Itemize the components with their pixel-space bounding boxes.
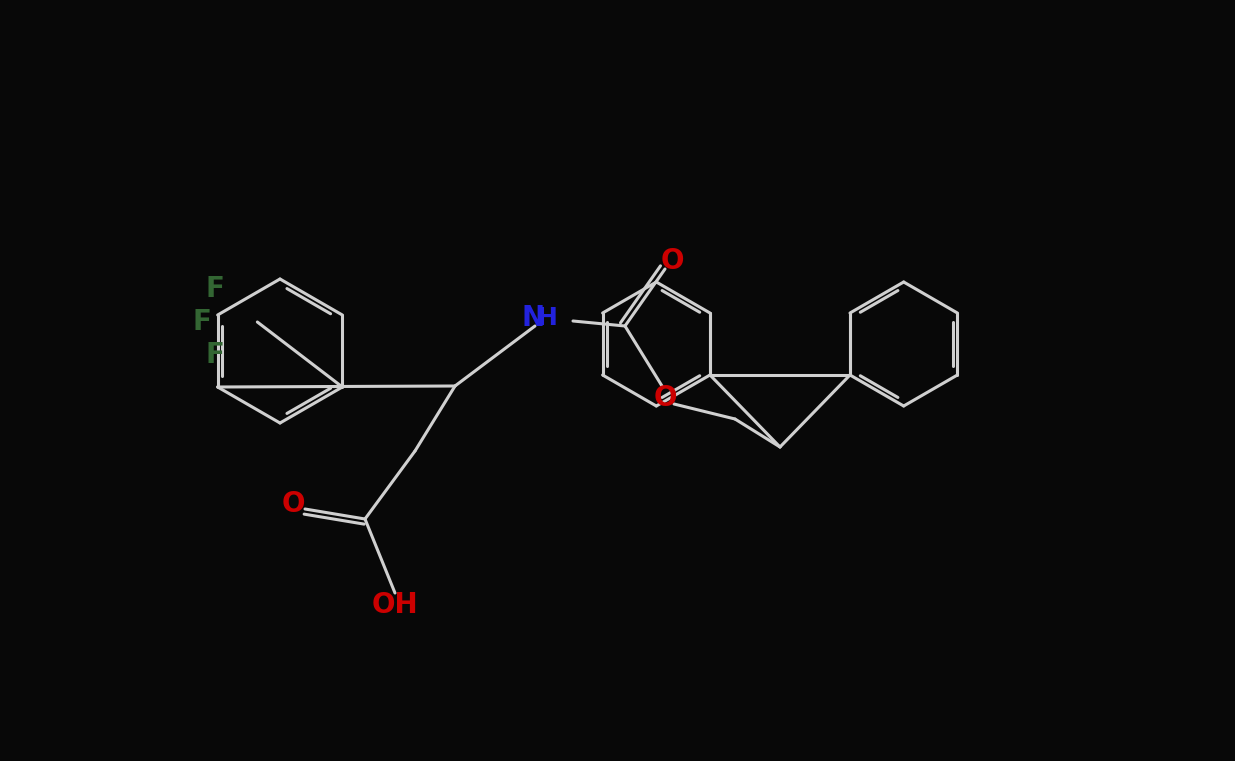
Text: F: F — [206, 275, 225, 303]
Text: F: F — [206, 341, 225, 369]
Text: F: F — [193, 308, 211, 336]
Text: O: O — [653, 384, 677, 412]
Text: N: N — [521, 304, 545, 332]
Text: OH: OH — [372, 591, 419, 619]
Text: O: O — [661, 247, 684, 275]
Text: H: H — [537, 306, 558, 330]
Text: O: O — [282, 490, 305, 518]
